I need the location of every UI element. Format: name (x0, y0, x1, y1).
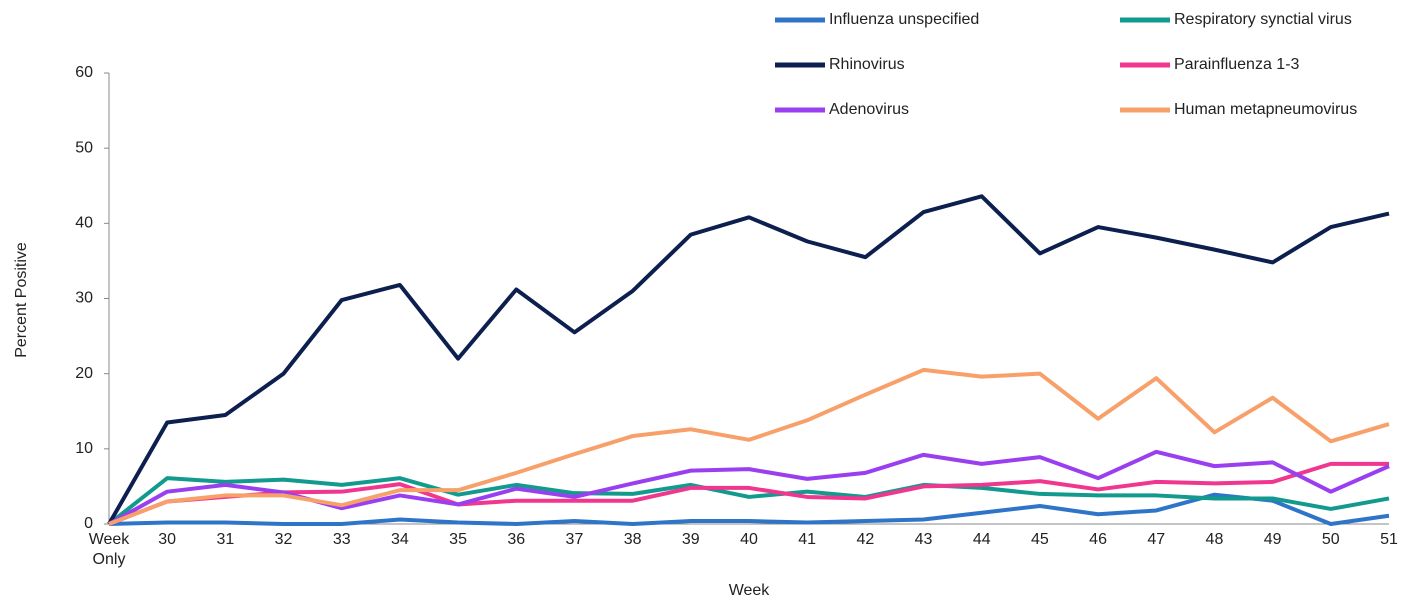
x-tick-label: 30 (158, 531, 177, 548)
legend-label: Rhinovirus (829, 56, 905, 73)
x-tick-label: 43 (914, 531, 933, 548)
x-tick-label: Week Only (88, 531, 130, 568)
y-tick-label: 60 (75, 64, 93, 81)
x-tick-label: 51 (1380, 531, 1398, 548)
x-tick-label: 32 (274, 531, 293, 548)
x-tick-label: 35 (449, 531, 467, 548)
x-tick-label: 47 (1147, 531, 1166, 548)
legend-label: Respiratory synctial virus (1174, 11, 1352, 28)
x-tick-label: 45 (1031, 531, 1049, 548)
legend-label: Influenza unspecified (829, 11, 979, 28)
x-tick-label: 39 (681, 531, 700, 548)
x-tick-label: 33 (332, 531, 351, 548)
x-tick-label: 50 (1321, 531, 1340, 548)
x-tick-label: 42 (856, 531, 875, 548)
x-tick-label: 44 (972, 531, 991, 548)
y-tick-label: 30 (75, 290, 93, 307)
x-tick-label: 34 (391, 531, 409, 548)
y-tick-label: 10 (75, 440, 93, 457)
y-tick-label: 20 (75, 365, 93, 382)
legend-label: Human metapneumovirus (1174, 101, 1357, 118)
series-line (108, 367, 1390, 526)
x-tick-label: 48 (1205, 531, 1224, 548)
x-tick-label: 31 (216, 531, 235, 548)
y-axis-label: Percent Positive (13, 242, 30, 358)
x-tick-label: 37 (565, 531, 584, 548)
series-line (108, 492, 1390, 526)
y-tick-label: 40 (75, 215, 93, 232)
series-line (107, 194, 1390, 525)
x-axis-label: Week (729, 582, 771, 599)
legend-label: Parainfluenza 1-3 (1174, 56, 1300, 73)
x-tick-label: 41 (798, 531, 817, 548)
series-line (107, 476, 1390, 526)
y-tick-label: 50 (75, 139, 93, 156)
legend-label: Adenovirus (829, 101, 909, 118)
x-tick-label: 49 (1263, 531, 1282, 548)
x-tick-label: 36 (507, 531, 526, 548)
x-tick-label: 46 (1089, 531, 1107, 548)
y-tick-label: 0 (84, 515, 93, 532)
x-tick-label: 38 (623, 531, 642, 548)
series-line (108, 461, 1389, 526)
x-tick-label: 40 (740, 531, 758, 548)
